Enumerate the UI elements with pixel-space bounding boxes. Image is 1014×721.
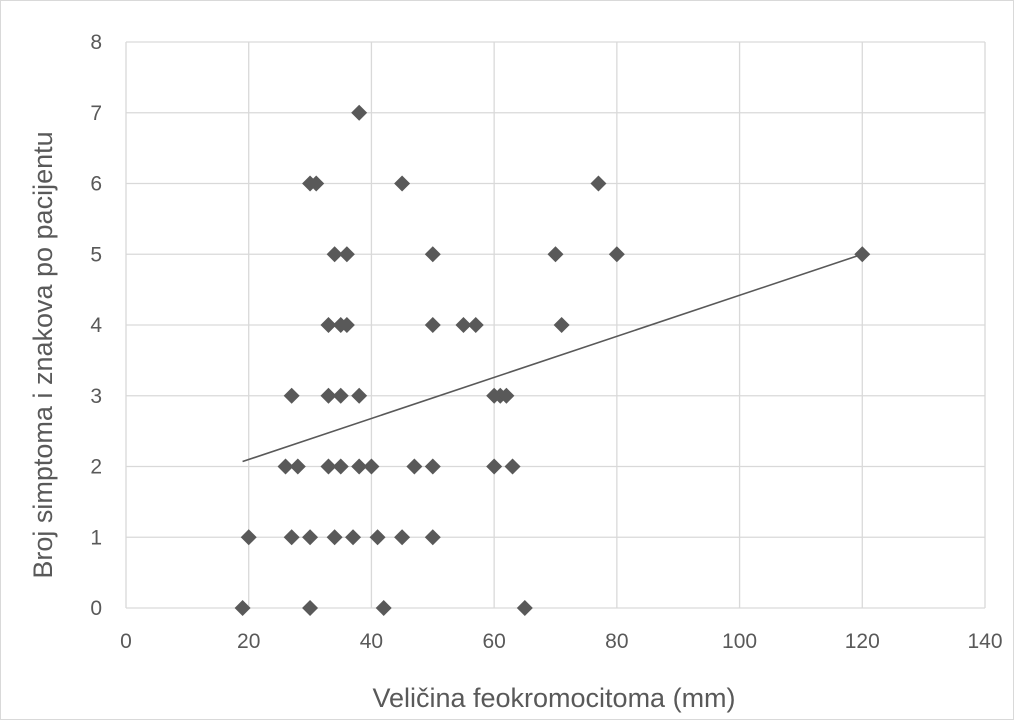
data-point <box>326 529 343 546</box>
x-tick-label: 20 <box>237 630 260 653</box>
y-tick-label: 1 <box>90 526 102 549</box>
data-point <box>332 458 349 475</box>
data-point <box>308 175 325 192</box>
data-point <box>498 387 515 404</box>
data-point <box>277 458 294 475</box>
x-tick-label: 100 <box>722 630 757 653</box>
x-tick-label: 80 <box>605 630 628 653</box>
data-points <box>234 104 871 616</box>
y-tick-label: 0 <box>90 597 102 620</box>
data-point <box>394 529 411 546</box>
data-point <box>320 317 337 333</box>
data-point <box>424 529 441 546</box>
data-point <box>854 246 871 263</box>
y-axis-label: Broj simptoma i znakova po pacijentu <box>28 131 58 578</box>
data-point <box>234 600 251 616</box>
y-tick-label: 7 <box>90 102 102 125</box>
data-point <box>424 458 441 475</box>
y-tick-label: 5 <box>90 243 102 266</box>
x-axis-ticks: 0 20 40 60 80 100 120 140 <box>120 630 1002 653</box>
data-point <box>351 458 368 475</box>
data-point <box>375 600 392 616</box>
x-tick-label: 60 <box>482 630 505 653</box>
data-point <box>338 246 355 263</box>
data-point <box>283 529 300 546</box>
data-point <box>326 246 343 263</box>
trendline <box>242 253 863 463</box>
y-tick-label: 3 <box>90 385 102 408</box>
data-point <box>547 246 564 263</box>
data-point <box>406 458 423 475</box>
data-point <box>553 317 570 333</box>
data-point <box>351 387 368 404</box>
data-point <box>455 317 472 333</box>
data-point <box>467 317 484 333</box>
data-point <box>486 458 503 475</box>
data-point <box>302 529 319 546</box>
data-point <box>332 387 349 404</box>
data-point <box>608 246 625 263</box>
trendline-group <box>242 253 863 463</box>
data-point <box>424 317 441 333</box>
data-point <box>240 529 257 546</box>
data-point <box>320 387 337 404</box>
data-point <box>283 387 300 404</box>
y-tick-label: 6 <box>90 173 102 196</box>
x-tick-label: 40 <box>360 630 383 653</box>
data-point <box>289 458 306 475</box>
y-tick-label: 2 <box>90 456 102 479</box>
x-tick-label: 0 <box>120 630 132 653</box>
x-axis-label: Veličina feokromocitoma (mm) <box>372 683 735 713</box>
data-point <box>590 175 607 192</box>
x-tick-label: 140 <box>967 630 1002 653</box>
data-point <box>351 104 368 121</box>
data-point <box>516 600 533 616</box>
y-tick-label: 8 <box>90 31 102 54</box>
data-point <box>504 458 521 475</box>
data-point <box>394 175 411 192</box>
x-tick-label: 120 <box>845 630 880 653</box>
data-point <box>369 529 386 546</box>
y-axis-ticks: 0 1 2 3 4 5 6 7 8 <box>90 31 102 620</box>
data-point <box>363 458 380 475</box>
data-point <box>424 246 441 263</box>
data-point <box>320 458 337 475</box>
data-point <box>338 317 355 333</box>
data-point <box>345 529 362 546</box>
data-point <box>302 600 319 616</box>
y-tick-label: 4 <box>90 314 102 337</box>
